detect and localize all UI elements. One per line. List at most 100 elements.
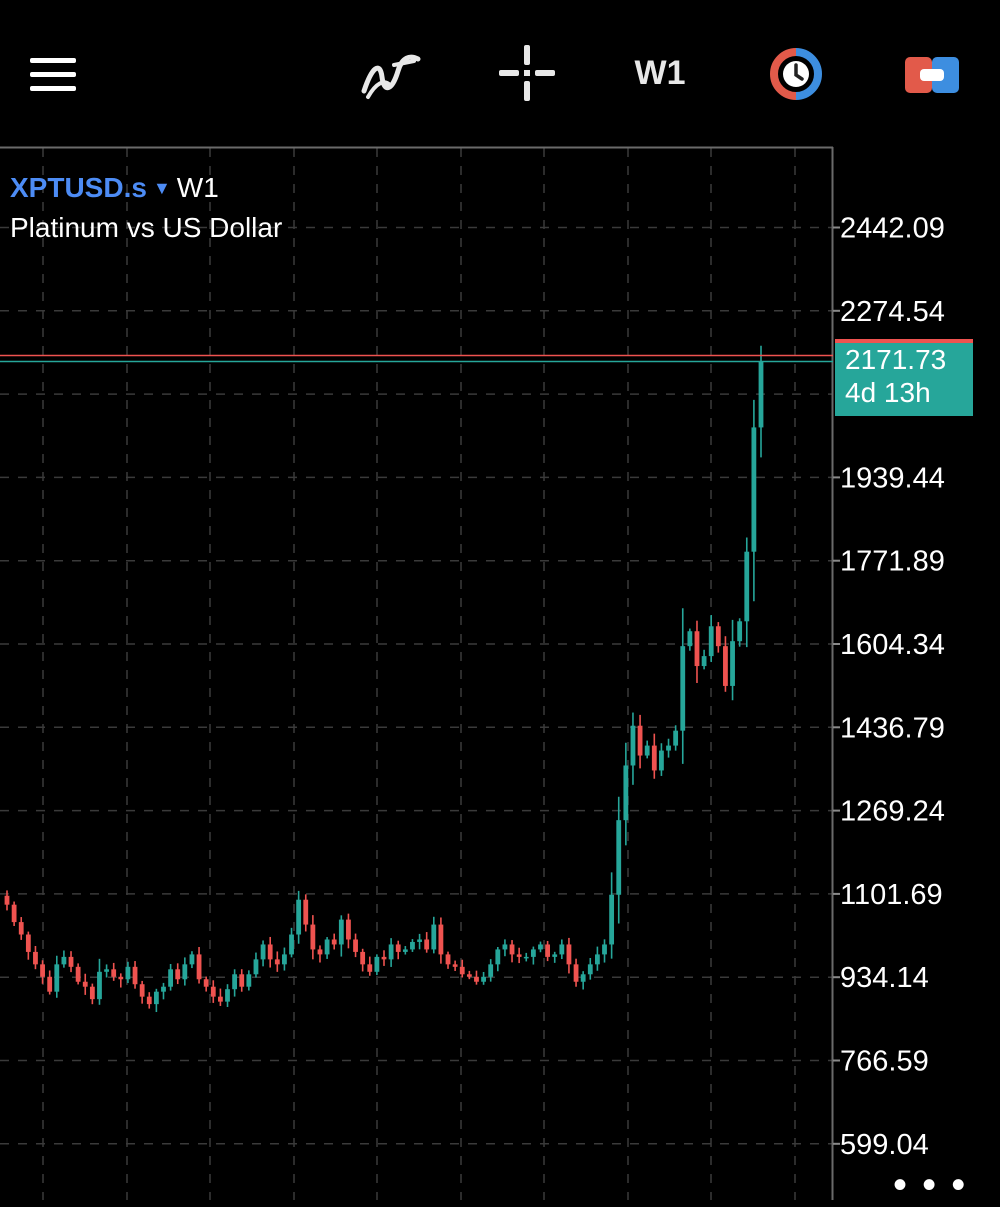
candle xyxy=(723,636,728,692)
candle-body xyxy=(310,924,316,950)
candle-body xyxy=(474,976,479,982)
candle-body xyxy=(758,361,764,428)
candle xyxy=(153,988,159,1013)
candle xyxy=(559,939,565,960)
more-options-icon[interactable]: • • • xyxy=(893,1163,968,1207)
candle xyxy=(530,946,536,965)
price-axis-label: 934.14 xyxy=(840,962,929,994)
candle xyxy=(104,964,109,978)
candle xyxy=(516,947,522,964)
candle xyxy=(438,917,444,964)
candle-body xyxy=(723,646,728,686)
candle-body xyxy=(616,820,622,895)
candle xyxy=(744,537,750,648)
candle xyxy=(602,939,607,963)
candle-body xyxy=(609,894,615,945)
candle-body xyxy=(182,964,188,980)
candle xyxy=(509,940,515,963)
candle-body xyxy=(338,919,344,945)
trade-toggle-icon[interactable] xyxy=(900,52,964,98)
one-click-trading-clock-icon[interactable] xyxy=(764,48,828,100)
candle-body xyxy=(502,944,508,950)
candle-body xyxy=(481,976,486,982)
candle xyxy=(338,915,344,957)
candle-body xyxy=(189,954,195,965)
candle-body xyxy=(25,934,31,952)
candle xyxy=(374,954,380,976)
candle xyxy=(161,982,166,1000)
candle-body xyxy=(61,956,67,965)
dropdown-arrow-icon[interactable]: ▼ xyxy=(152,178,171,198)
candle-body xyxy=(267,944,273,960)
candle xyxy=(552,951,558,963)
candle-body xyxy=(545,944,551,957)
candle xyxy=(616,796,622,924)
candle-body xyxy=(146,996,152,1005)
candle xyxy=(146,992,152,1009)
candle xyxy=(54,955,60,998)
candle xyxy=(75,963,81,985)
candle-body xyxy=(566,944,572,965)
candle-body xyxy=(452,964,458,967)
candle-body xyxy=(75,966,81,982)
candle-body xyxy=(495,949,501,965)
candle-body xyxy=(360,951,366,965)
candle-body xyxy=(573,964,579,982)
candle xyxy=(431,916,437,954)
candle xyxy=(708,615,714,663)
current-price-tag: 2171.73 4d 13h xyxy=(835,339,973,416)
candle xyxy=(303,894,309,932)
candle xyxy=(33,946,38,970)
candle-body xyxy=(402,949,408,952)
candle-body xyxy=(196,954,202,980)
crosshair-icon[interactable] xyxy=(494,40,560,106)
candle-body xyxy=(317,949,323,955)
candle xyxy=(495,946,501,972)
candle xyxy=(296,890,302,944)
candle xyxy=(97,958,102,1005)
candle-body xyxy=(395,944,401,952)
candle-body xyxy=(54,964,60,992)
candle-body xyxy=(161,986,166,992)
candle xyxy=(360,948,366,972)
candle xyxy=(274,951,280,972)
hamburger-menu-icon[interactable] xyxy=(22,50,84,98)
symbol-selector[interactable]: XPTUSD.s ▼ W1 xyxy=(10,172,219,204)
timeframe-button[interactable]: W1 xyxy=(634,53,686,92)
candle-body xyxy=(516,954,522,957)
candle-body xyxy=(388,944,394,960)
symbol-name[interactable]: XPTUSD.s xyxy=(10,172,147,203)
candle xyxy=(210,980,216,1003)
candle-body xyxy=(708,626,714,657)
candle xyxy=(225,984,230,1007)
candle-body xyxy=(538,944,543,950)
candle-body xyxy=(203,979,209,987)
candle xyxy=(388,938,394,967)
candle xyxy=(666,738,671,758)
indicators-wave-icon[interactable] xyxy=(355,44,425,106)
candle-body xyxy=(139,984,145,997)
candle xyxy=(267,936,273,968)
candle-body xyxy=(40,964,45,977)
price-axis-label: 1939.44 xyxy=(840,462,945,494)
candle-body xyxy=(594,954,600,965)
candle-body xyxy=(232,974,238,990)
candle-body xyxy=(82,981,88,987)
price-axis-label: 2274.54 xyxy=(840,296,945,328)
candle-body xyxy=(751,427,757,552)
candle xyxy=(246,970,252,991)
candle xyxy=(367,956,373,976)
candle-body xyxy=(239,974,245,987)
candle xyxy=(47,970,53,995)
candle-body xyxy=(673,730,679,746)
candle xyxy=(715,622,721,653)
candle xyxy=(232,969,238,997)
candle xyxy=(651,733,657,779)
candle-body xyxy=(374,956,380,972)
candle-body xyxy=(587,964,593,975)
candle-body xyxy=(530,949,536,957)
candle xyxy=(139,980,145,1004)
candle-body xyxy=(701,656,707,667)
candle xyxy=(253,952,259,978)
